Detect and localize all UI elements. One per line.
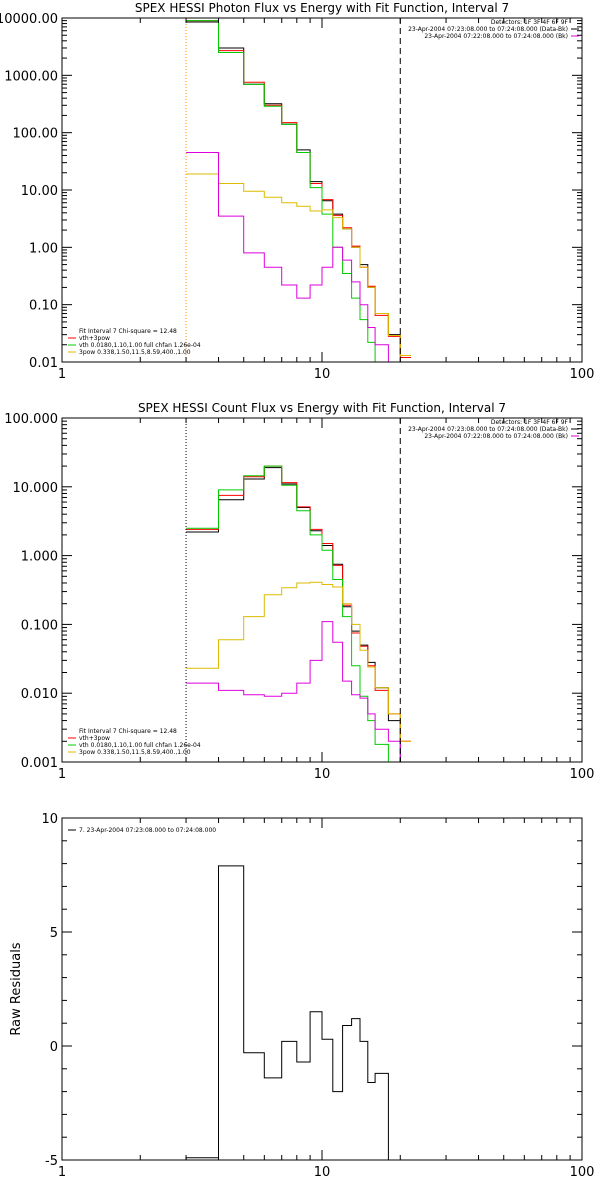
series-line-0 [186, 467, 411, 762]
plot-frame [61, 817, 583, 1161]
x-tick-label: 10 [314, 767, 331, 782]
series-line-1 [186, 20, 411, 358]
count-flux-panel: SPEX HESSI Count Flux vs Energy with Fit… [4, 401, 595, 782]
x-tick-label: 100 [570, 367, 595, 382]
y-tick-label: 10.000 [13, 481, 59, 496]
series-line-1 [186, 465, 411, 742]
y-tick-label: 1.000 [21, 550, 58, 565]
series-line-3 [186, 581, 411, 742]
legend-label: Fit Interval 7 Chi-square = 12.48 [79, 328, 177, 335]
series-line-2 [186, 20, 376, 362]
plot-frame [61, 417, 583, 763]
series-line-4 [186, 621, 401, 762]
info-label: Detectors: 1F 3F 4F 6F 9F [491, 19, 569, 26]
plot-area: 1 10 100 -5 0 5 10 7. 23-Apr-2004 07:23:08.000 … [41, 812, 594, 1180]
x-tick-label: 10 [314, 367, 331, 382]
y-tick-label: 0.001 [21, 756, 58, 771]
legend-label: vth+3pow [79, 735, 110, 742]
y-tick-label: 100.000 [4, 412, 58, 427]
x-tick-label: 100 [570, 1165, 595, 1180]
series-group [186, 465, 411, 762]
y-tick-label: 1.00 [29, 241, 58, 256]
y-tick-label: -5 [45, 1154, 58, 1169]
info-label: Detectors: 1F 3F 4F 6F 9F [491, 419, 569, 426]
legend-label: Fit Interval 7 Chi-square = 12.48 [79, 728, 177, 735]
series-line-3 [186, 173, 411, 356]
series-line-0 [186, 21, 411, 356]
y-tick-label: 0 [50, 1040, 58, 1055]
legend-label: vth 0.0180,1.10,1.00 full chfan 1.26e-04 [79, 742, 201, 749]
y-tick-label: 10 [41, 812, 58, 827]
legend-label: 7. 23-Apr-2004 07:23:08.000 to 07:24:08.… [79, 827, 216, 834]
legend-label: vth 0.0180,1.10,1.00 full chfan 1.26e-04 [79, 342, 201, 349]
y-tick-label: 0.01 [29, 356, 58, 371]
y-tick-label: 5 [50, 926, 58, 941]
plot-area: 1 10 100 0.01 0.10 1.00 10.00 100.00 1000.00 1000… [0, 12, 594, 382]
y-axis-label: Raw Residuals [9, 942, 24, 1035]
plot-area: 1 10 100 0.001 0.010 0.100 1.000 10.000 100.000 F… [4, 412, 595, 782]
photon-flux-panel: SPEX HESSI Photon Flux vs Energy with Fi… [0, 1, 594, 382]
y-tick-label: 1000.00 [4, 69, 58, 84]
y-tick-label: 10000.00 [0, 12, 58, 27]
legend-label: 3pow 0.338,1.50,11.5,8.59,400.,1.00 [79, 349, 191, 356]
panel-title: SPEX HESSI Count Flux vs Energy with Fit… [138, 401, 506, 415]
series-group [185, 865, 401, 1160]
series-line-0 [185, 865, 401, 1160]
legend-label: vth+3pow [79, 335, 110, 342]
info-label: 23-Apr-2004 07:23:08.000 to 07:24:08.000… [408, 426, 568, 433]
series-group [186, 20, 411, 362]
series-line-4 [186, 152, 411, 362]
x-tick-label: 100 [570, 767, 595, 782]
series-line-2 [186, 465, 389, 762]
x-tick-label: 1 [58, 767, 66, 782]
info-label: 23-Apr-2004 07:23:08.000 to 07:24:08.000… [408, 26, 568, 33]
y-tick-label: 0.10 [29, 299, 58, 314]
y-tick-label: 10.00 [21, 184, 58, 199]
x-tick-label: 1 [58, 367, 66, 382]
residuals-panel: Raw Residuals 1 10 100 -5 0 5 10 7. 23-Apr-2004… [9, 812, 594, 1180]
y-tick-label: 0.100 [21, 618, 58, 633]
info-label: 23-Apr-2004 07:22:08.000 to 07:24:08.000… [424, 433, 568, 440]
x-tick-label: 1 [58, 1165, 66, 1180]
panel-title: SPEX HESSI Photon Flux vs Energy with Fi… [135, 1, 509, 15]
y-tick-label: 100.00 [13, 127, 59, 142]
legend-label: 3pow 0.338,1.50,11.5,8.59,400.,1.00 [79, 749, 191, 756]
info-label: 23-Apr-2004 07:22:08.000 to 07:24:08.000… [424, 33, 568, 40]
x-tick-label: 10 [314, 1165, 331, 1180]
y-tick-label: 0.010 [21, 687, 58, 702]
